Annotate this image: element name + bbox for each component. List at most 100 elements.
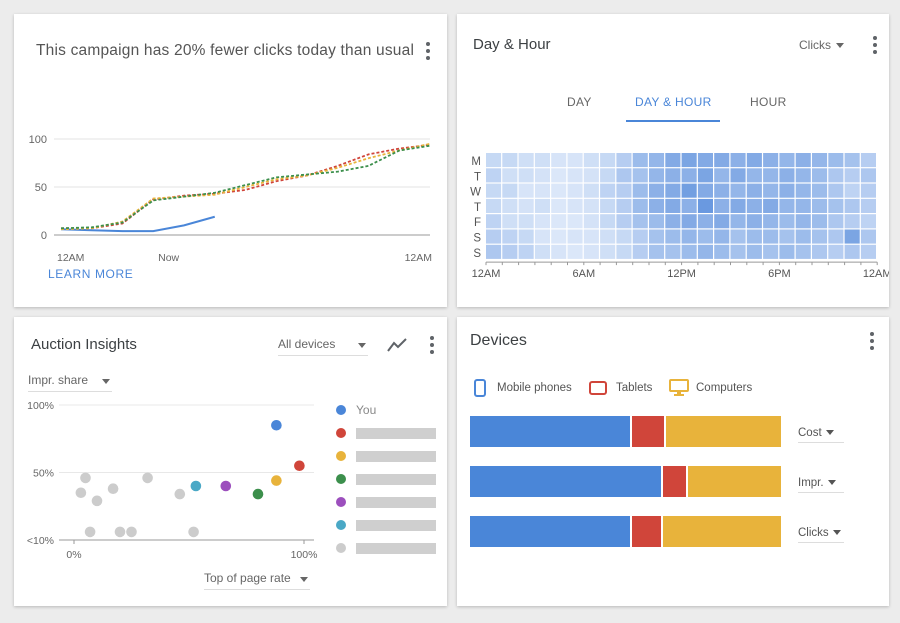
auction-more-menu-icon[interactable] [426,336,438,354]
heatmap-cell [812,168,828,183]
heatmap-cell [746,244,762,259]
x-tick-label: 12AM [405,252,432,264]
tablet-share-bar[interactable] [631,516,661,547]
heatmap-cell [567,168,583,183]
heatmap-cell [518,244,534,259]
heatmap-cell [551,244,567,259]
tab-day[interactable]: DAY [567,95,592,109]
scatter-point[interactable] [271,419,282,431]
heatmap-cell [697,229,713,244]
heatmap-cell [714,198,730,213]
heatmap-cell [518,183,534,198]
heatmap-cell [502,153,518,168]
tablet-icon [589,381,607,395]
devices-more-menu-icon[interactable] [866,332,878,350]
legend-dot[interactable] [336,543,346,553]
heatmap-cell [649,214,665,229]
heatmap-cell [665,198,681,213]
heatmap-cell [486,214,502,229]
heatmap-cell [795,244,811,259]
series-line-1 [61,143,431,230]
heatmap-cell [616,153,632,168]
mobile-share-bar[interactable] [470,466,661,497]
heatmap-cell [730,168,746,183]
scatter-point[interactable] [107,483,119,494]
heatmap-cell [746,198,762,213]
metric-dropdown[interactable]: Clicks [799,38,844,52]
day-hour-more-menu-icon[interactable] [869,36,881,54]
heatmap-cell [779,229,795,244]
scatter-point[interactable] [271,475,282,486]
computer-share-bar[interactable] [662,516,781,547]
impr-metric-dropdown[interactable]: Impr. [798,477,844,493]
y-metric-dropdown[interactable]: Impr. share [28,373,112,392]
chevron-down-icon [300,577,308,582]
heatmap-cell [486,244,502,259]
legend-dot[interactable] [336,474,346,484]
tablet-share-bar[interactable] [662,466,686,497]
heatmap-cell [714,168,730,183]
scatter-point[interactable] [142,472,153,484]
computer-share-bar[interactable] [665,416,781,447]
heatmap-cell [649,153,665,168]
heatmap-cell [534,244,550,259]
scatter-point[interactable] [190,480,202,492]
heatmap-cell [763,214,779,229]
scatter-point[interactable] [84,526,96,538]
scatter-point[interactable] [126,526,137,538]
x-tick-label: 12PM [667,268,696,280]
scatter-point[interactable] [252,488,264,500]
x-tick-label: Now [158,252,179,264]
legend-placeholder-bar [356,451,436,462]
legend-dot[interactable] [336,497,346,507]
computer-share-bar[interactable] [687,466,781,497]
heatmap-cell [600,244,616,259]
heatmap-cell [844,214,860,229]
mobile-share-bar[interactable] [470,416,630,447]
heatmap-cell [730,229,746,244]
tablet-share-bar[interactable] [631,416,664,447]
scatter-point[interactable] [294,460,305,472]
legend-dot[interactable] [336,428,346,438]
heatmap-cell [763,168,779,183]
legend-dot[interactable] [336,520,346,530]
clicks-metric-dropdown[interactable]: Clicks [798,527,844,543]
scatter-point[interactable] [220,480,232,492]
heatmap-row-label: M [471,156,481,168]
heatmap-cell [583,214,599,229]
heatmap-cell [567,229,583,244]
heatmap-cell [502,168,518,183]
x-metric-dropdown[interactable]: Top of page rate [204,571,310,590]
scatter-point[interactable] [75,487,87,499]
scatter-point[interactable] [80,472,91,484]
y-tick-label: 50% [33,468,54,480]
y-tick-label: 100% [27,400,54,412]
heatmap-cell [714,214,730,229]
legend-dot[interactable] [336,405,346,415]
tab-hour[interactable]: HOUR [750,95,787,109]
heatmap-cell [665,214,681,229]
heatmap-cell [502,244,518,259]
scatter-point[interactable] [91,495,103,507]
heatmap-cell [697,244,713,259]
scatter-point[interactable] [174,488,186,500]
heatmap-cell [828,153,844,168]
heatmap-cell [860,244,876,259]
device-filter-dropdown[interactable]: All devices [278,337,368,356]
trend-line-icon[interactable] [386,337,408,353]
heatmap-cell [583,153,599,168]
legend-dot[interactable] [336,451,346,461]
scatter-point[interactable] [114,526,126,538]
learn-more-link[interactable]: LEARN MORE [48,267,134,281]
heatmap-cell [795,183,811,198]
scatter-point[interactable] [188,526,199,538]
heatmap-cell [746,168,762,183]
campaign-more-menu-icon[interactable] [422,42,434,60]
heatmap-cell [486,168,502,183]
mobile-share-bar[interactable] [470,516,630,547]
heatmap-cell [567,214,583,229]
heatmap-cell [632,183,648,198]
cost-metric-dropdown[interactable]: Cost [798,427,844,443]
tab-day-and-hour[interactable]: DAY & HOUR [635,95,712,109]
